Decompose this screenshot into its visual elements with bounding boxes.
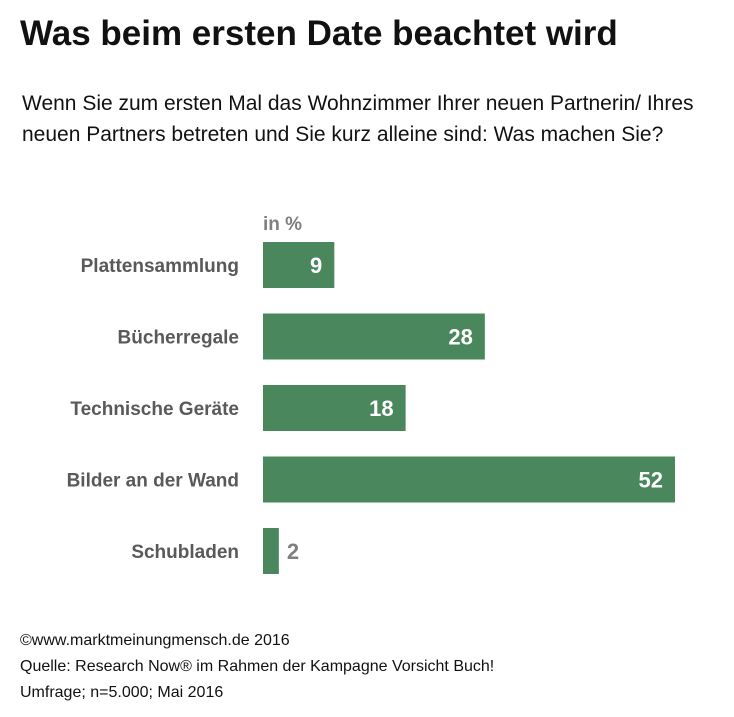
- value-label-1: 28: [448, 325, 472, 350]
- category-label-3: Bilder an der Wand: [67, 471, 239, 492]
- value-label-4: 2: [287, 539, 299, 564]
- category-label-2: Technische Geräte: [70, 399, 239, 420]
- unit-label: in %: [263, 214, 303, 235]
- footer: ©www.marktmeinungmensch.de 2016 Quelle: …: [20, 628, 720, 706]
- chart-title: Was beim ersten Date beachtet wird: [20, 14, 618, 53]
- value-label-2: 18: [369, 396, 393, 421]
- value-label-0: 9: [310, 253, 322, 278]
- bar-4: [263, 528, 279, 574]
- bar-chart: Plattensammlung 9 Bücherregale 28 Technische…: [67, 242, 675, 574]
- category-label-1: Bücherregale: [118, 328, 239, 349]
- footer-source: Quelle: Research Now® im Rahmen der Kamp…: [20, 658, 495, 675]
- category-label-4: Schubladen: [131, 542, 239, 563]
- bar-1: [263, 313, 485, 360]
- chart-subtitle: Wenn Sie zum ersten Mal das Wohnzimmer I…: [22, 92, 694, 146]
- bar-3: [263, 456, 675, 503]
- bar-0: [263, 242, 335, 288]
- value-label-3: 52: [639, 468, 663, 493]
- category-label-0: Plattensammlung: [81, 256, 239, 277]
- footer-survey: Umfrage; n=5.000; Mai 2016: [20, 684, 224, 701]
- footer-copyright: ©www.marktmeinungmensch.de 2016: [20, 632, 290, 649]
- bar-2: [263, 385, 406, 431]
